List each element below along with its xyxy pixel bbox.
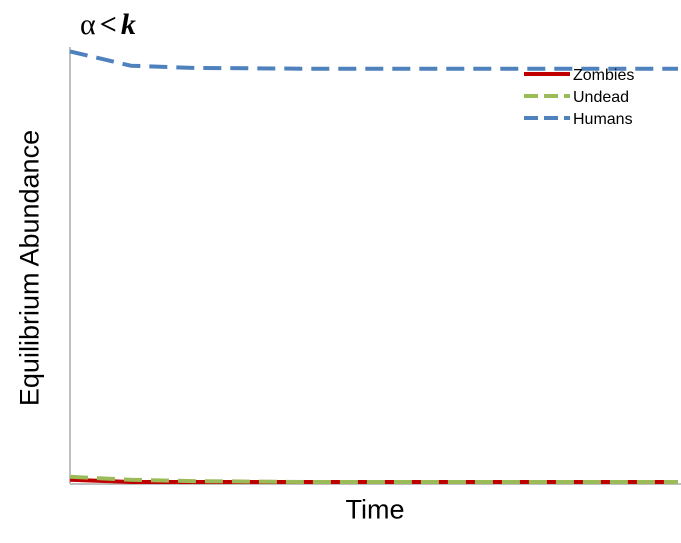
chart-title: α < k bbox=[80, 8, 136, 42]
legend: Zombies Undead Humans bbox=[524, 67, 634, 128]
title-k: k bbox=[120, 8, 136, 41]
title-alpha: α bbox=[80, 8, 96, 41]
x-axis-label: Time bbox=[345, 494, 405, 525]
legend-label-humans: Humans bbox=[573, 111, 633, 128]
series-group bbox=[69, 49, 678, 484]
title-relation: < bbox=[99, 8, 117, 41]
series-line-humans bbox=[69, 49, 678, 71]
series-line-undead bbox=[69, 474, 678, 484]
legend-label-undead: Undead bbox=[573, 89, 629, 106]
legend-label-zombies: Zombies bbox=[573, 67, 634, 84]
